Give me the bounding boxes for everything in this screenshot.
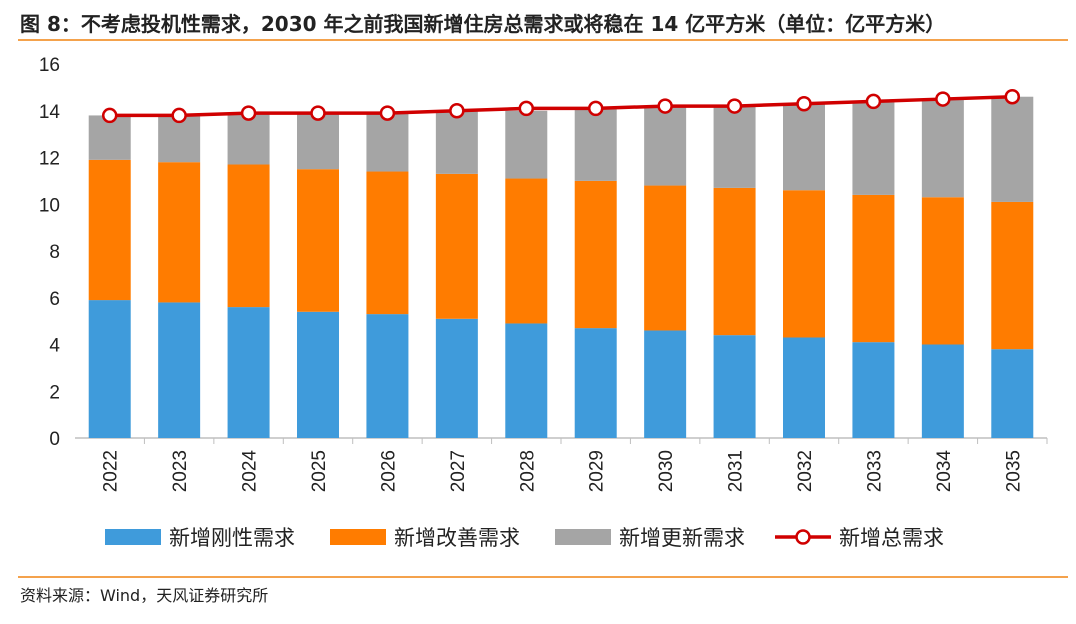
bar-segment xyxy=(505,323,548,438)
x-tick-label: 2022 xyxy=(101,450,122,492)
bar-segment xyxy=(574,180,617,329)
x-tick-label: 2026 xyxy=(378,450,399,492)
legend-swatch xyxy=(330,529,386,545)
bar-segment xyxy=(227,113,270,165)
source-note: 资料来源：Wind，天风证券研究所 xyxy=(20,586,269,605)
line-point xyxy=(865,93,882,110)
legend-label: 新增刚性需求 xyxy=(169,527,295,550)
bar-segment xyxy=(505,110,548,179)
bar-segment xyxy=(852,101,895,195)
y-tick-label: 8 xyxy=(49,242,60,263)
bar-segment xyxy=(991,349,1034,438)
bar-segment xyxy=(366,314,409,438)
bar-segment xyxy=(991,96,1034,202)
line-point xyxy=(796,95,812,112)
x-tick-label: 2033 xyxy=(864,450,885,492)
y-tick-label: 6 xyxy=(49,289,60,310)
bar-segment xyxy=(783,103,825,191)
bar-segment xyxy=(852,194,895,343)
y-tick-label: 14 xyxy=(39,102,61,123)
bar-segment xyxy=(574,108,617,181)
bar-segment xyxy=(297,311,339,438)
legend-label: 新增改善需求 xyxy=(394,527,520,550)
x-tick-label: 2031 xyxy=(726,450,747,492)
line-point xyxy=(449,103,465,119)
y-tick-label: 10 xyxy=(39,195,60,216)
x-tick-label: 2028 xyxy=(517,450,538,492)
bar-segment xyxy=(158,115,201,163)
bar-segment xyxy=(644,330,687,438)
bar-segment xyxy=(505,178,548,324)
bar-segment xyxy=(991,201,1034,350)
chart-title: 图 8：不考虑投机性需求，2030 年之前我国新增住房总需求或将稳在 14 亿平… xyxy=(20,12,946,36)
bar-segment xyxy=(88,300,131,438)
x-tick-label: 2027 xyxy=(448,450,469,492)
bar-segment xyxy=(713,106,756,188)
bar-segment xyxy=(435,173,478,319)
y-tick-label: 0 xyxy=(49,429,60,450)
line-point xyxy=(240,105,257,121)
bar-segment xyxy=(713,187,756,336)
bar-segment xyxy=(366,171,409,315)
line-point xyxy=(518,100,535,117)
line-point xyxy=(657,98,673,114)
top-divider xyxy=(18,39,1068,41)
bar-segment xyxy=(783,190,825,338)
y-tick-label: 4 xyxy=(49,336,60,357)
bar-segment xyxy=(783,337,825,438)
legend-label: 新增总需求 xyxy=(839,527,944,550)
bar-segment xyxy=(574,328,617,438)
bar-segment xyxy=(644,185,687,331)
bar-segment xyxy=(921,197,964,345)
bar-segment xyxy=(435,318,478,438)
y-tick-label: 2 xyxy=(49,382,60,403)
bar-segment xyxy=(158,302,201,438)
x-tick-label: 2030 xyxy=(656,450,677,492)
x-tick-label: 2034 xyxy=(934,450,955,493)
line-point xyxy=(935,91,951,107)
x-tick-label: 2035 xyxy=(1003,450,1024,492)
bottom-divider xyxy=(18,576,1068,578)
x-tick-label: 2029 xyxy=(587,450,608,492)
x-tick-label: 2032 xyxy=(795,450,816,492)
bar-segment xyxy=(921,344,964,438)
bar-segment xyxy=(227,307,270,438)
x-tick-label: 2023 xyxy=(170,450,191,492)
legend-swatch xyxy=(105,529,161,545)
legend-marker xyxy=(795,529,811,545)
total-demand-line xyxy=(109,94,1013,118)
bar-segment xyxy=(227,164,270,308)
bar-segment xyxy=(297,169,339,312)
bar-segment xyxy=(435,110,478,174)
line-point xyxy=(171,107,187,124)
bar-segment xyxy=(713,335,756,438)
bar-segment xyxy=(297,113,339,170)
line-point xyxy=(726,98,743,114)
x-tick-label: 2025 xyxy=(309,450,330,492)
y-tick-label: 12 xyxy=(39,149,60,170)
line-point xyxy=(379,105,396,121)
line-point xyxy=(310,105,326,121)
x-tick-label: 2024 xyxy=(240,450,261,493)
line-point xyxy=(101,107,118,124)
bar-segment xyxy=(921,99,964,198)
bar-segment xyxy=(852,342,895,438)
bar-segment xyxy=(644,106,687,186)
bar-segment xyxy=(366,113,409,172)
line-point xyxy=(587,100,604,117)
legend-swatch xyxy=(555,529,611,545)
line-point xyxy=(1004,88,1021,105)
legend-label: 新增更新需求 xyxy=(619,527,745,550)
bar-segment xyxy=(158,162,201,303)
bar-segment xyxy=(88,159,131,301)
y-tick-label: 16 xyxy=(39,55,60,76)
